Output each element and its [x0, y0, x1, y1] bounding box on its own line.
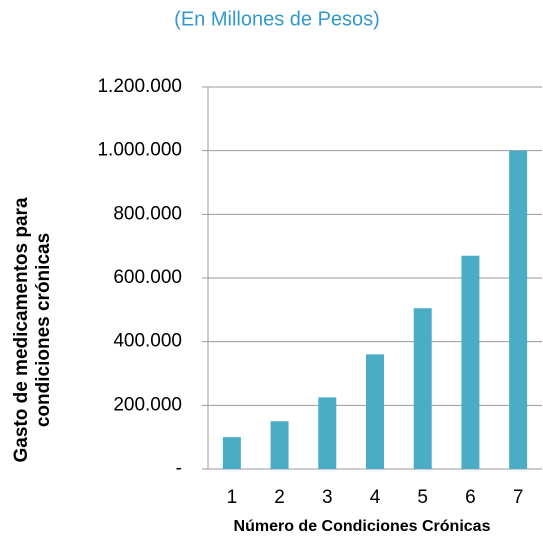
- y-label-group: Gasto de medicamentos para condiciones c…: [11, 197, 54, 462]
- x-tick-label: 6: [465, 487, 476, 508]
- bar: [461, 255, 480, 469]
- x-tick-label: 3: [322, 487, 333, 508]
- bar: [413, 308, 432, 469]
- y-axis-label: Gasto de medicamentos para: [11, 197, 32, 462]
- bar: [318, 397, 337, 469]
- x-tick-label: 5: [417, 487, 428, 508]
- y-tick-label: 600.000: [113, 267, 182, 288]
- x-tick-label: 1: [227, 487, 238, 508]
- y-tick-label: 200.000: [113, 394, 182, 415]
- x-axis-label: Número de Condiciones Crónicas: [234, 518, 491, 535]
- bar: [270, 421, 289, 469]
- bar: [509, 150, 528, 469]
- y-tick-label: 1.200.000: [97, 76, 182, 97]
- x-tick-label: 7: [513, 487, 524, 508]
- y-tick-label: 400.000: [113, 331, 182, 352]
- y-axis-label: condiciones crónicas: [33, 233, 54, 427]
- y-tick-label: -: [176, 458, 182, 479]
- bar: [222, 437, 241, 469]
- chart-subtitle: (En Millones de Pesos): [174, 8, 380, 30]
- bar: [366, 354, 384, 469]
- x-tick-label: 2: [274, 487, 285, 508]
- y-tick-label: 1.000.000: [97, 140, 182, 161]
- x-tick-label: 4: [370, 487, 381, 508]
- y-tick-label: 800.000: [113, 203, 182, 224]
